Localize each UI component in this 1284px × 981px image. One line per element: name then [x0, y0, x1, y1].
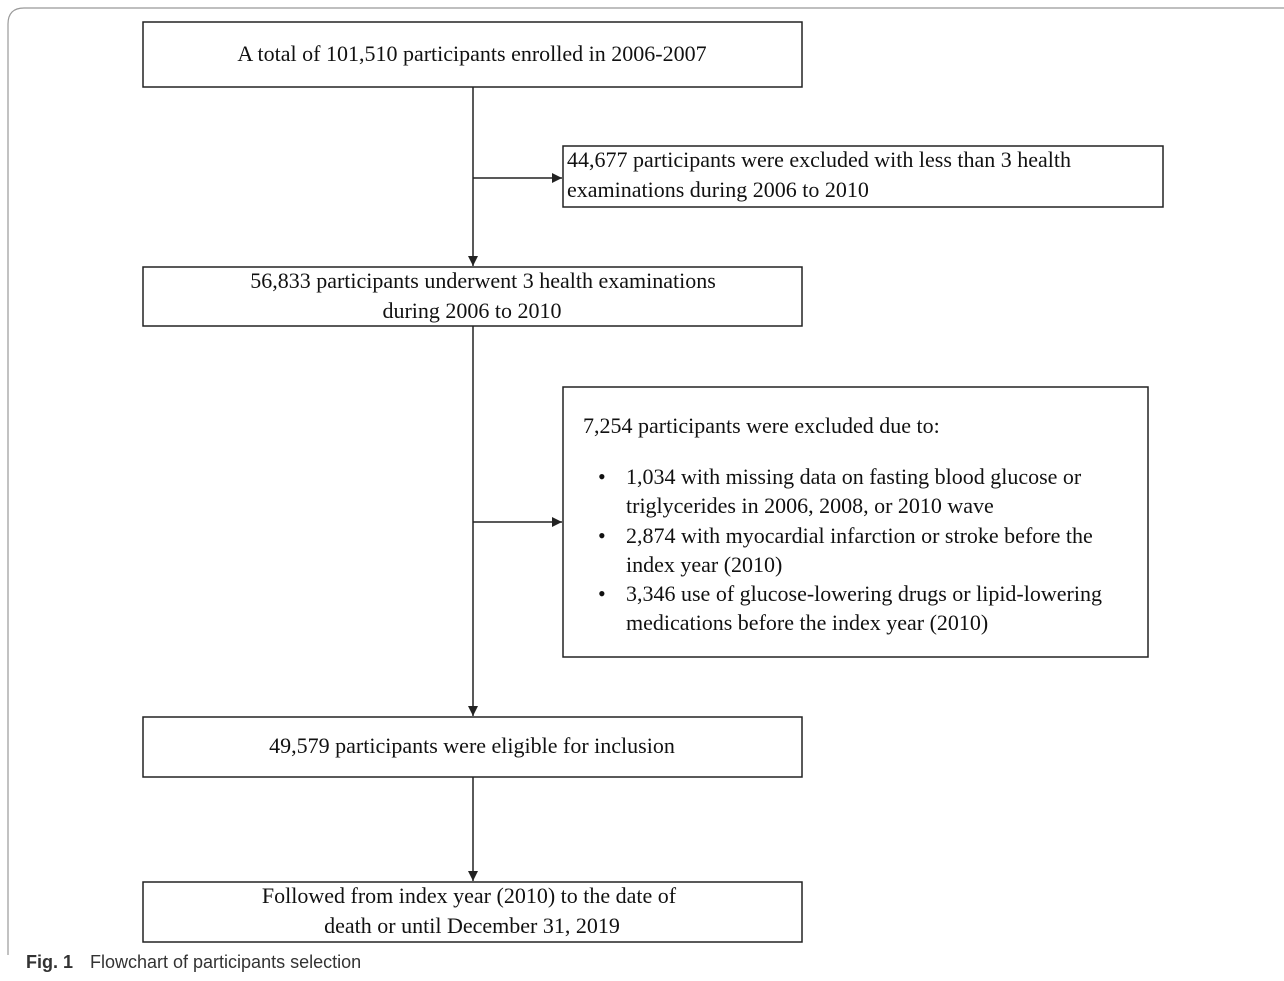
box-title: 7,254 participants were excluded due to: [583, 413, 940, 438]
box-text: 3,346 use of glucose-lowering drugs or l… [626, 581, 1102, 606]
box-text: death or until December 31, 2019 [324, 913, 620, 938]
box [142, 21, 803, 88]
box-text: Followed from index year (2010) to the d… [262, 883, 677, 908]
caption-text: Flowchart of participants selection [90, 952, 361, 972]
box-text: 56,833 participants underwent 3 health e… [250, 268, 716, 293]
box-text: triglycerides in 2006, 2008, or 2010 wav… [626, 493, 994, 518]
box [562, 386, 1149, 658]
box-text: during 2006 to 2010 [382, 298, 561, 323]
box [142, 266, 803, 327]
box [142, 716, 803, 778]
bullet: • [598, 523, 606, 548]
box-text: examinations during 2006 to 2010 [567, 177, 869, 202]
box-text: 49,579 participants were eligible for in… [269, 733, 675, 758]
box-text: 44,677 participants were excluded with l… [567, 147, 1071, 172]
caption-label: Fig. 1 [26, 952, 73, 972]
box [562, 145, 1164, 208]
bullet: • [598, 581, 606, 606]
box-text: 1,034 with missing data on fasting blood… [626, 464, 1082, 489]
frame [7, 7, 1284, 955]
box-text: 2,874 with myocardial infarction or stro… [626, 523, 1093, 548]
box [142, 881, 803, 943]
box-text: A total of 101,510 participants enrolled… [237, 41, 706, 66]
box-text: index year (2010) [626, 552, 782, 577]
box-text: medications before the index year (2010) [626, 610, 988, 635]
bullet: • [598, 464, 606, 489]
